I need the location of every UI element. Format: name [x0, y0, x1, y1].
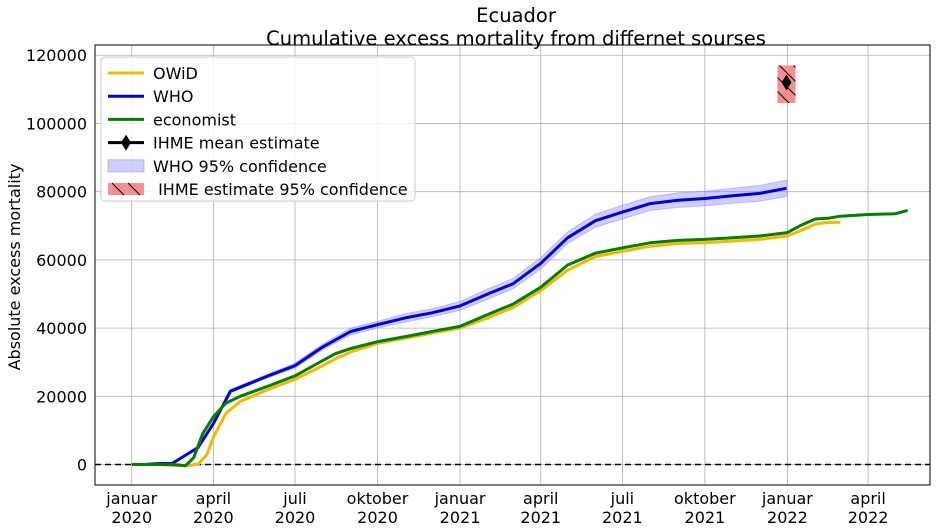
- x-tick-year: 2020: [275, 508, 316, 527]
- legend-entry: WHO: [108, 87, 193, 106]
- x-tick-month: oktober: [347, 489, 409, 508]
- legend-swatch: [108, 183, 144, 195]
- legend-label: IHME estimate 95% confidence: [153, 180, 408, 199]
- legend-label: WHO 95% confidence: [153, 157, 327, 176]
- who-confidence-band: [131, 179, 787, 465]
- legend-entry: WHO 95% confidence: [107, 157, 327, 176]
- x-tick-month: oktober: [674, 489, 736, 508]
- legend-marker: [121, 134, 131, 151]
- x-tick-year: 2020: [357, 508, 398, 527]
- x-tick-year: 2020: [111, 508, 152, 527]
- legend-label: economist: [153, 110, 236, 129]
- legend-swatch: [107, 159, 145, 173]
- legend-label: OWiD: [153, 64, 198, 83]
- legend-label: IHME mean estimate: [153, 134, 320, 153]
- series-line-economist: [131, 208, 908, 468]
- x-tick-month: juli: [610, 489, 634, 508]
- x-tick-year: 2021: [520, 508, 561, 527]
- y-tick-label: 100000: [26, 114, 87, 133]
- y-tick-labels: 0 20000 40000 60000 80000 100000 120000: [26, 46, 87, 474]
- plot-frame: [94, 44, 931, 486]
- legend-entry: IHME estimate 95% confidence: [108, 180, 408, 199]
- legend-entry: economist: [108, 110, 236, 129]
- x-tick-month: juli: [282, 489, 306, 508]
- legend-entry: IHME mean estimate: [108, 134, 320, 153]
- y-tick-label: 40000: [36, 319, 87, 338]
- x-tick-year: 2020: [193, 508, 234, 527]
- x-tick-month: januar: [105, 489, 157, 508]
- x-tick-month: april: [850, 489, 885, 508]
- y-tick-label: 0: [77, 456, 87, 475]
- legend-hatch: [111, 182, 141, 196]
- y-tick-label: 80000: [36, 183, 87, 202]
- x-tick-year: 2021: [602, 508, 643, 527]
- y-axis-label: Absolute excess mortality: [5, 164, 24, 371]
- legend: OWiD WHO economist IHME mean estimate WHO 95…: [100, 56, 416, 202]
- x-tick-month: januar: [434, 489, 486, 508]
- legend-label: WHO: [153, 87, 193, 106]
- y-tick-label: 60000: [36, 251, 87, 270]
- x-tick-year: 2022: [848, 508, 889, 527]
- series-line-owid: [131, 220, 841, 468]
- x-tick-year: 2022: [767, 508, 808, 527]
- legend-box: [100, 56, 416, 202]
- x-tick-month: april: [196, 489, 231, 508]
- x-tick-labels: januar2020april2020juli2020oktober2020ja…: [105, 489, 888, 527]
- x-tick-year: 2021: [685, 508, 726, 527]
- x-tick-month: januar: [761, 489, 813, 508]
- y-tick-label: 120000: [26, 46, 87, 65]
- ihme-mean-marker: [781, 74, 792, 91]
- chart-subtitle: Cumulative excess mortality from differn…: [266, 27, 766, 50]
- x-tick-month: april: [523, 489, 558, 508]
- x-tick-year: 2021: [440, 508, 481, 527]
- series-line-who: [131, 186, 787, 466]
- y-tick-label: 20000: [36, 387, 87, 406]
- chart-title: Ecuador: [476, 4, 557, 27]
- legend-entry: OWiD: [108, 64, 198, 83]
